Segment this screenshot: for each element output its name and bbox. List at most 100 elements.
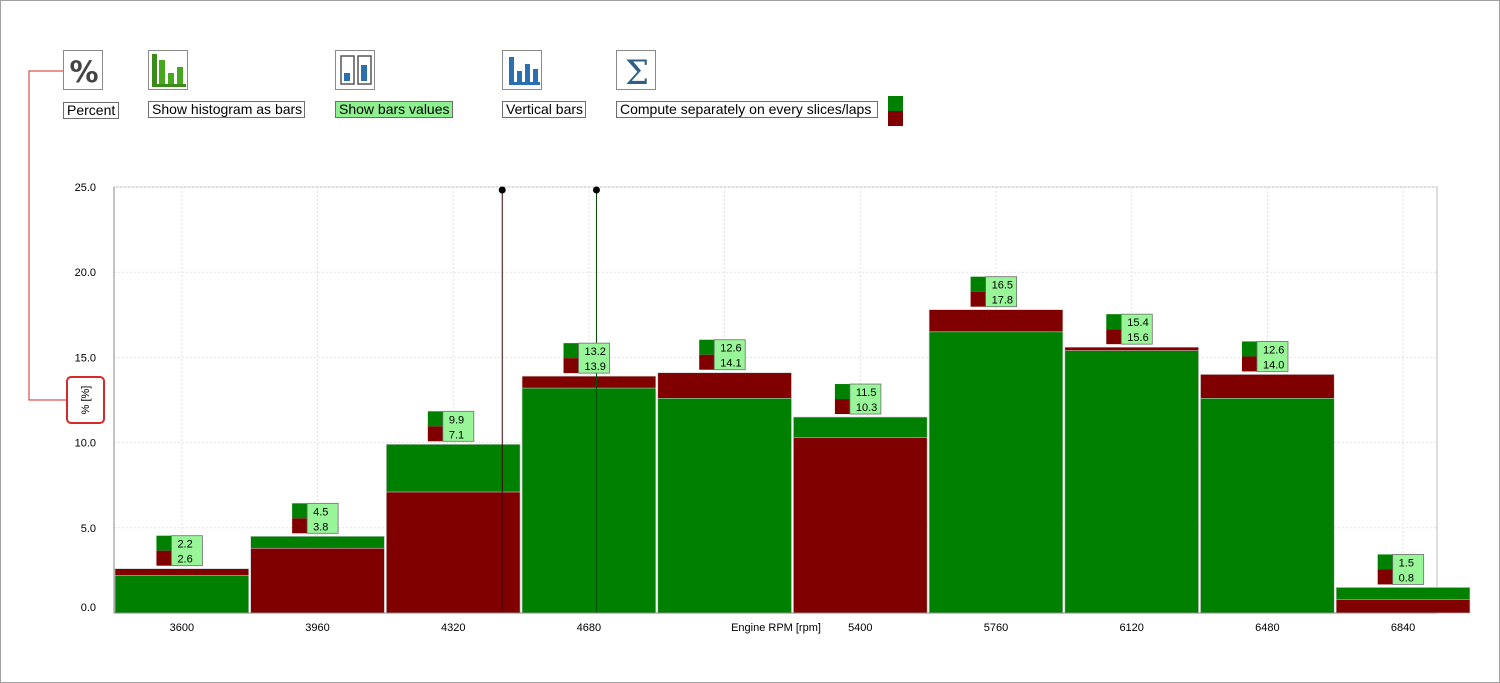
value-swatch-series-a — [427, 411, 443, 427]
svg-text:%: % — [69, 55, 98, 89]
bar-series-a — [928, 331, 1064, 614]
value-swatch-series-b — [699, 354, 715, 370]
value-label-box — [306, 502, 339, 534]
bar-values-label[interactable]: Show bars values — [335, 101, 453, 118]
cursor-handle[interactable] — [592, 186, 600, 194]
x-tick-label: 3600 — [170, 622, 194, 634]
value-label-series-a: 16.5 — [992, 280, 1013, 292]
value-label-box — [578, 342, 610, 374]
bar-values-icon — [340, 55, 372, 85]
bar-series-a — [1064, 350, 1199, 614]
value-swatch-series-a — [1106, 314, 1122, 330]
x-tick-label: 5760 — [984, 622, 1008, 634]
percent-link-line — [28, 70, 66, 401]
percent-label[interactable]: Percent — [63, 102, 119, 119]
percent-button[interactable]: % — [63, 50, 103, 90]
svg-text:Σ: Σ — [625, 53, 649, 91]
vertical-bars-label[interactable]: Vertical bars — [502, 101, 586, 118]
y-axis-label: % [%] — [79, 385, 92, 415]
value-label-box — [985, 276, 1017, 308]
value-label-box — [1120, 313, 1153, 345]
value-swatch-series-b — [834, 399, 850, 415]
vertical-bars-button[interactable] — [502, 50, 542, 90]
value-label-series-b: 14.0 — [1263, 359, 1284, 371]
value-label-series-a: 11.5 — [856, 387, 877, 399]
sigma-icon: Σ — [625, 53, 649, 91]
y-axis-label-box[interactable]: % [%] — [66, 376, 105, 424]
y-tick-label: 0.0 — [81, 602, 96, 614]
bar-values-button[interactable] — [335, 50, 375, 90]
y-tick-label: 15.0 — [75, 352, 96, 364]
value-swatch-series-b — [1241, 356, 1257, 372]
value-label-series-b: 0.8 — [1399, 572, 1414, 584]
value-label-series-a: 2.2 — [177, 539, 192, 551]
value-label-series-a: 13.2 — [585, 346, 606, 358]
value-swatch-series-b — [970, 291, 986, 307]
value-swatch-series-b — [563, 358, 579, 374]
value-label-series-b: 13.9 — [585, 361, 606, 373]
bar-series-b — [1335, 599, 1471, 614]
cursor-handle[interactable] — [498, 186, 506, 194]
value-swatch-series-b — [292, 518, 308, 534]
compute-separately-label[interactable]: Compute separately on every slices/laps — [616, 101, 878, 118]
value-label-series-a: 15.4 — [1127, 317, 1148, 329]
value-label-series-b: 17.8 — [992, 295, 1013, 307]
value-swatch-series-b — [1106, 329, 1122, 345]
histogram-bars-button[interactable] — [148, 50, 188, 90]
value-label-box — [713, 339, 746, 371]
y-tick-label: 25.0 — [75, 182, 96, 194]
bar-series-b — [250, 547, 385, 614]
value-label-series-a: 12.6 — [1263, 344, 1284, 356]
value-label-box — [1256, 341, 1289, 372]
value-swatch-series-a — [292, 503, 308, 519]
bar-series-b — [386, 491, 521, 614]
value-swatch-series-b — [1377, 569, 1393, 585]
value-label-series-a: 9.9 — [449, 414, 464, 426]
x-tick-label: 3960 — [305, 622, 329, 634]
legend-swatch-series-b — [888, 111, 903, 126]
value-label-series-b: 2.6 — [177, 554, 192, 566]
value-label-series-b: 15.6 — [1127, 332, 1148, 344]
value-label-series-b: 3.8 — [313, 521, 328, 533]
value-label-series-a: 4.5 — [313, 506, 328, 518]
legend-swatch-series-a — [888, 96, 903, 111]
value-swatch-series-a — [156, 535, 172, 551]
value-label-box — [849, 383, 882, 415]
x-tick-label: 6480 — [1255, 622, 1279, 634]
x-tick-label: 4680 — [577, 622, 601, 634]
bar-series-a — [657, 397, 792, 614]
value-swatch-series-b — [427, 426, 443, 442]
value-swatch-series-b — [156, 550, 172, 566]
value-label-series-b: 10.3 — [856, 402, 877, 414]
y-tick-label: 5.0 — [81, 523, 96, 535]
value-label-box — [1392, 554, 1425, 585]
value-label-box — [171, 535, 203, 567]
vertical-bars-icon — [509, 57, 540, 85]
value-label-series-a: 1.5 — [1399, 557, 1414, 569]
x-tick-label: 6120 — [1119, 622, 1143, 634]
x-axis-label: Engine RPM [rpm] — [731, 622, 821, 634]
y-tick-label: 20.0 — [75, 267, 96, 279]
bar-series-a — [1200, 397, 1335, 614]
value-label-series-b: 7.1 — [449, 429, 464, 441]
value-swatch-series-a — [699, 339, 715, 355]
y-tick-label: 10.0 — [75, 438, 96, 450]
value-swatch-series-a — [1377, 554, 1393, 570]
percent-icon: % — [69, 55, 98, 89]
value-swatch-series-a — [834, 384, 850, 400]
value-swatch-series-a — [1241, 341, 1257, 357]
bar-series-a — [521, 387, 657, 614]
x-tick-label: 6840 — [1391, 622, 1415, 634]
value-label-box — [442, 410, 475, 442]
value-label-series-a: 12.6 — [720, 343, 741, 355]
value-swatch-series-a — [970, 276, 986, 292]
bar-histogram-icon — [152, 54, 186, 87]
value-label-series-b: 14.1 — [720, 358, 741, 370]
histogram-bars-label[interactable]: Show histogram as bars — [148, 101, 305, 118]
x-tick-label: 5400 — [848, 622, 872, 634]
bar-series-a — [114, 575, 249, 614]
bar-series-b — [793, 437, 928, 614]
value-swatch-series-a — [563, 343, 579, 359]
compute-separately-button[interactable]: Σ — [616, 50, 656, 91]
